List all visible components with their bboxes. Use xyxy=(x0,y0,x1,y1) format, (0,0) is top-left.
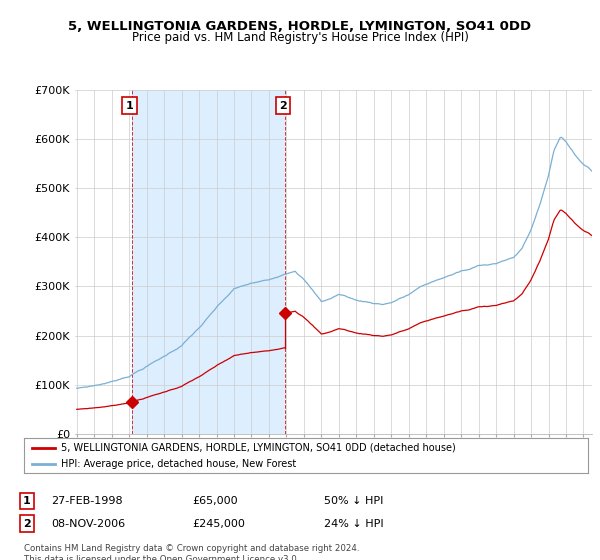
Text: 1: 1 xyxy=(23,496,31,506)
Text: Price paid vs. HM Land Registry's House Price Index (HPI): Price paid vs. HM Land Registry's House … xyxy=(131,31,469,44)
Text: 08-NOV-2006: 08-NOV-2006 xyxy=(51,519,125,529)
Text: 2: 2 xyxy=(23,519,31,529)
Text: £65,000: £65,000 xyxy=(192,496,238,506)
Text: 5, WELLINGTONIA GARDENS, HORDLE, LYMINGTON, SO41 0DD: 5, WELLINGTONIA GARDENS, HORDLE, LYMINGT… xyxy=(68,20,532,32)
Text: £245,000: £245,000 xyxy=(192,519,245,529)
Text: Contains HM Land Registry data © Crown copyright and database right 2024.
This d: Contains HM Land Registry data © Crown c… xyxy=(24,544,359,560)
Text: 27-FEB-1998: 27-FEB-1998 xyxy=(51,496,122,506)
Text: 2: 2 xyxy=(279,101,287,110)
Text: 1: 1 xyxy=(125,101,133,110)
Bar xyxy=(132,90,285,434)
Text: 5, WELLINGTONIA GARDENS, HORDLE, LYMINGTON, SO41 0DD (detached house): 5, WELLINGTONIA GARDENS, HORDLE, LYMINGT… xyxy=(61,443,455,453)
Text: HPI: Average price, detached house, New Forest: HPI: Average price, detached house, New … xyxy=(61,459,296,469)
Text: 24% ↓ HPI: 24% ↓ HPI xyxy=(324,519,383,529)
Text: 50% ↓ HPI: 50% ↓ HPI xyxy=(324,496,383,506)
